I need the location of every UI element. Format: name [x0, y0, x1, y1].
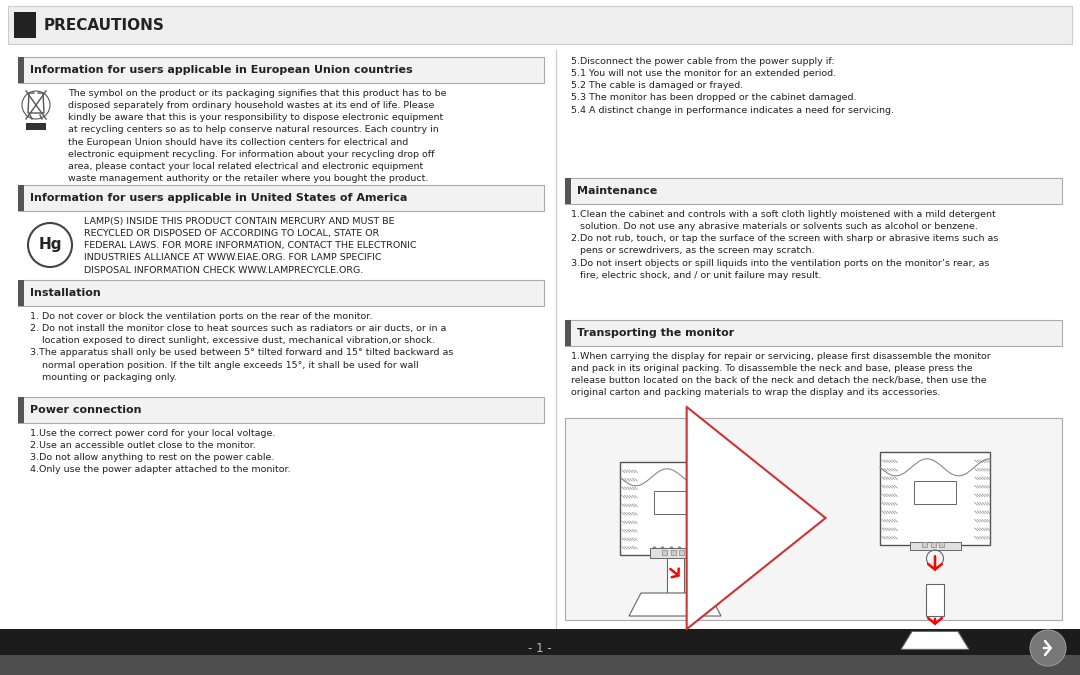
- Bar: [565, 418, 1062, 620]
- Bar: [0, 655, 1080, 675]
- Bar: [18, 280, 544, 306]
- Text: 5.Disconnect the power cable from the power supply if:
5.1 You will not use the : 5.Disconnect the power cable from the po…: [571, 57, 894, 115]
- Text: Information for users applicable in European Union countries: Information for users applicable in Euro…: [30, 65, 413, 75]
- Text: Transporting the monitor: Transporting the monitor: [577, 328, 734, 338]
- Bar: [880, 452, 990, 545]
- Bar: [914, 481, 956, 504]
- Polygon shape: [629, 593, 721, 616]
- Bar: [679, 550, 685, 555]
- Bar: [662, 550, 667, 555]
- Text: 1.Use the correct power cord for your local voltage.
2.Use an accessible outlet : 1.Use the correct power cord for your lo…: [30, 429, 291, 475]
- Bar: [922, 543, 928, 547]
- Text: Installation: Installation: [30, 288, 100, 298]
- Bar: [620, 462, 730, 555]
- Text: 1.Clean the cabinet and controls with a soft cloth lightly moistened with a mild: 1.Clean the cabinet and controls with a …: [571, 210, 998, 279]
- Bar: [14, 12, 36, 38]
- Text: PRECAUTIONS: PRECAUTIONS: [44, 18, 165, 32]
- Bar: [565, 178, 1062, 204]
- Bar: [940, 543, 944, 547]
- Bar: [26, 123, 46, 130]
- Bar: [667, 555, 684, 593]
- Text: LAMP(S) INSIDE THIS PRODUCT CONTAIN MERCURY AND MUST BE
RECYCLED OR DISPOSED OF : LAMP(S) INSIDE THIS PRODUCT CONTAIN MERC…: [84, 217, 417, 275]
- Bar: [0, 629, 1080, 675]
- Bar: [565, 178, 571, 204]
- Polygon shape: [901, 631, 969, 649]
- Bar: [18, 397, 24, 423]
- Bar: [654, 491, 696, 514]
- Bar: [671, 550, 676, 555]
- Bar: [18, 185, 24, 211]
- Bar: [565, 320, 1062, 346]
- Bar: [909, 541, 960, 550]
- Bar: [18, 185, 544, 211]
- Bar: [931, 543, 936, 547]
- Circle shape: [1030, 630, 1066, 666]
- Text: Information for users applicable in United States of America: Information for users applicable in Unit…: [30, 193, 407, 203]
- Text: - 1 -: - 1 -: [528, 641, 552, 655]
- Bar: [18, 57, 544, 83]
- Text: Maintenance: Maintenance: [577, 186, 658, 196]
- Text: 1.When carrying the display for repair or servicing, please first disassemble th: 1.When carrying the display for repair o…: [571, 352, 990, 398]
- Text: The symbol on the product or its packaging signifies that this product has to be: The symbol on the product or its packagi…: [68, 89, 446, 183]
- Bar: [18, 397, 544, 423]
- Bar: [565, 320, 571, 346]
- Bar: [649, 548, 701, 558]
- Text: 1. Do not cover or block the ventilation ports on the rear of the monitor.
2. Do: 1. Do not cover or block the ventilation…: [30, 312, 454, 382]
- Text: Hg: Hg: [38, 238, 62, 252]
- Text: Power connection: Power connection: [30, 405, 141, 415]
- Bar: [18, 280, 24, 306]
- Bar: [8, 6, 1072, 44]
- Bar: [18, 57, 24, 83]
- Bar: [926, 584, 944, 616]
